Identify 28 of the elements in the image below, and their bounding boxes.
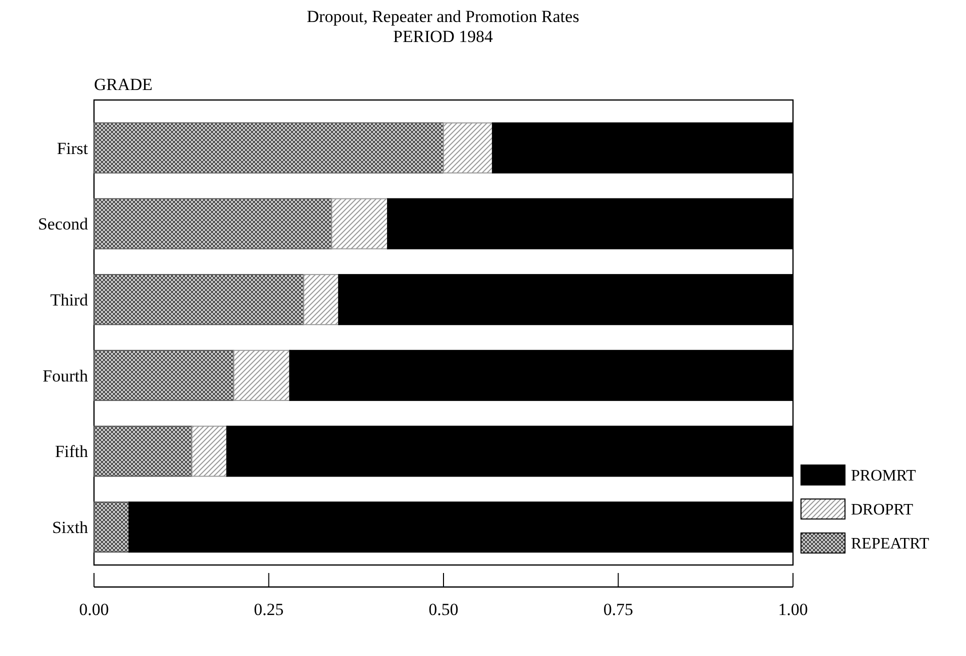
- x-tick-label: 0.75: [603, 600, 634, 619]
- bar: [443, 122, 493, 174]
- y-tick-label: Fifth: [54, 442, 88, 462]
- y-tick-label: First: [56, 138, 88, 158]
- y-tick-label: Second: [38, 214, 88, 234]
- chart-title: Dropout, Repeater and Promotion Rates: [306, 7, 580, 26]
- legend-label: PROMRT: [851, 468, 916, 485]
- y-tick-label: Sixth: [52, 518, 88, 538]
- y-axis-title: GRADE: [94, 75, 153, 94]
- y-tick-label: Third: [50, 290, 88, 310]
- legend-label: DROPRT: [851, 502, 914, 519]
- x-tick-label: 0.00: [79, 600, 109, 619]
- bar: [94, 350, 234, 401]
- x-tick-label: 0.25: [254, 600, 284, 619]
- bar: [331, 198, 388, 250]
- bar: [94, 198, 332, 250]
- bar: [94, 274, 304, 326]
- x-tick-label: 1.00: [778, 600, 808, 619]
- bar: [233, 350, 290, 401]
- y-tick-label: Fourth: [42, 366, 88, 386]
- bar: [191, 426, 228, 477]
- bar: [94, 502, 130, 553]
- chart-subtitle: PERIOD 1984: [393, 27, 494, 46]
- x-tick-label: 0.50: [428, 600, 458, 619]
- bar: [303, 274, 340, 326]
- bar: [94, 122, 444, 174]
- legend-label: REPEATRT: [851, 536, 930, 553]
- bar: [94, 426, 192, 477]
